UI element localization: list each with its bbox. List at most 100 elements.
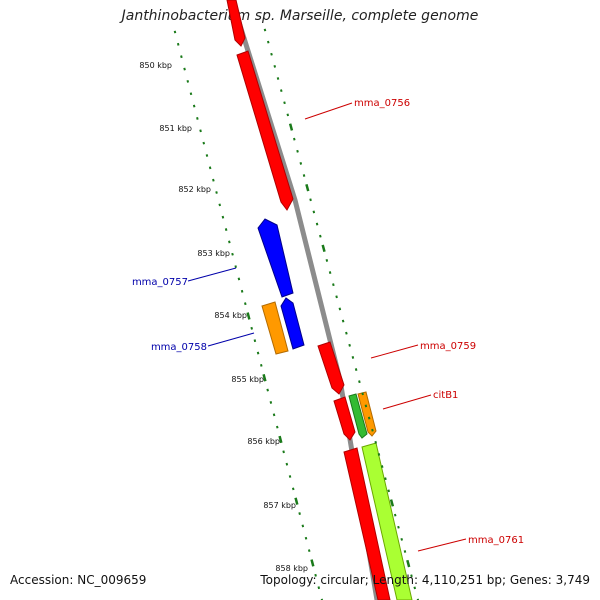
minor-tick (348, 343, 351, 347)
minor-tick (332, 283, 335, 287)
minor-tick (288, 475, 292, 478)
gene-mma_0757-arrow[interactable] (257, 218, 294, 298)
minor-tick (387, 489, 390, 493)
tick-label: 850 kbp (139, 61, 172, 70)
scale-ticks-left (173, 30, 324, 600)
minor-tick (296, 149, 299, 153)
minor-tick (328, 271, 332, 274)
tick-label: 855 kbp (231, 375, 264, 384)
gene-label-mma_0758[interactable]: mma_0758 (151, 342, 207, 353)
gene-mma_0759-arrow[interactable] (317, 341, 345, 395)
gene-mma_0757b-arrow[interactable] (280, 297, 305, 350)
minor-tick (364, 404, 368, 408)
minor-tick (299, 161, 303, 165)
minor-tick (199, 129, 202, 133)
tick-label: 854 kbp (214, 311, 247, 320)
minor-tick (374, 440, 377, 444)
gene-label-leader (370, 344, 419, 359)
minor-tick (345, 331, 348, 335)
minor-tick (380, 465, 384, 469)
gene-label-leader (207, 332, 255, 347)
major-tick (246, 312, 251, 320)
minor-tick (384, 477, 387, 481)
minor-tick (309, 198, 312, 202)
minor-tick (410, 574, 413, 578)
minor-tick (205, 154, 209, 157)
minor-tick (240, 289, 244, 293)
minor-tick (186, 79, 190, 83)
minor-tick (285, 462, 289, 466)
minor-tick (377, 453, 381, 456)
minor-tick (228, 240, 231, 244)
minor-tick (317, 586, 321, 590)
minor-tick (416, 598, 420, 600)
gene-citB1-red-arrow[interactable] (333, 396, 356, 441)
gene-mma_0756-arrow[interactable] (236, 50, 294, 211)
minor-tick (325, 259, 329, 262)
tick-label: 852 kbp (178, 185, 211, 194)
minor-tick (183, 67, 186, 71)
gene-citB1-orange-arrow[interactable] (357, 391, 377, 437)
tick-label: 851 kbp (159, 124, 192, 133)
minor-tick (315, 222, 319, 226)
gene-lime-arrow[interactable] (361, 442, 413, 600)
minor-tick (260, 363, 263, 367)
minor-tick (393, 513, 397, 517)
minor-tick (307, 549, 311, 553)
minor-tick (282, 450, 285, 454)
minor-tick (215, 191, 218, 194)
minor-tick (237, 277, 241, 281)
minor-tick (275, 425, 279, 429)
major-tick (294, 497, 299, 505)
scale-tick-labels: 850 kbp 851 kbp 852 kbp 853 kbp 854 kbp 855 k… (139, 61, 308, 573)
minor-tick (173, 30, 177, 34)
gene-mma_0755-arrow[interactable] (226, 0, 246, 47)
gene-label-leader (187, 267, 237, 282)
minor-tick (270, 52, 273, 56)
gene-label-mma_0759[interactable]: mma_0759 (420, 341, 476, 352)
minor-tick (279, 89, 283, 93)
minor-tick (244, 302, 247, 306)
minor-tick (202, 141, 206, 145)
minor-tick (371, 428, 374, 432)
minor-tick (266, 388, 269, 392)
gene-mma_0758-arrow[interactable] (261, 301, 289, 355)
gene-label-mma_0757[interactable]: mma_0757 (132, 277, 188, 288)
minor-tick (304, 536, 308, 540)
tick-label: 857 kbp (263, 501, 296, 510)
minor-tick (234, 265, 237, 269)
minor-tick (354, 368, 358, 371)
tick-label: 853 kbp (197, 249, 230, 258)
genome-stats-text: Topology: circular; Length: 4,110,251 bp… (260, 573, 590, 587)
minor-tick (298, 512, 301, 515)
map-title: Janthinobacterium sp. Marseille, complet… (121, 8, 479, 24)
minor-tick (176, 42, 180, 46)
minor-tick (301, 524, 305, 528)
minor-tick (358, 380, 361, 384)
major-tick (406, 559, 411, 568)
tick-label: 856 kbp (247, 437, 280, 446)
minor-tick (283, 101, 286, 105)
gene-label-mma_0761[interactable]: mma_0761 (468, 535, 524, 546)
major-tick (262, 374, 267, 382)
gene-label-mma_0756[interactable]: mma_0756 (354, 98, 410, 109)
minor-tick (312, 210, 316, 214)
gene-label-citB1[interactable]: citB1 (433, 390, 458, 401)
minor-tick (208, 166, 212, 170)
gene-citB1-green-arrow[interactable] (348, 393, 368, 439)
gene-label-leader (382, 394, 432, 410)
accession-text: Accession: NC_009659 (10, 573, 147, 587)
minor-tick (293, 137, 296, 141)
gene-mma_0761-arrow[interactable] (343, 447, 391, 600)
major-tick (389, 499, 395, 507)
minor-tick (341, 319, 345, 323)
tick-label: 858 kbp (275, 564, 308, 573)
minor-tick (273, 64, 277, 68)
minor-tick (263, 28, 267, 32)
minor-tick (291, 487, 295, 491)
scale-ticks-right (263, 28, 420, 600)
minor-tick (338, 307, 342, 311)
major-tick (321, 244, 326, 253)
gene-labels: mma_0756 mma_0757 mma_0758 mma_0759 citB1 mma… (132, 98, 524, 546)
